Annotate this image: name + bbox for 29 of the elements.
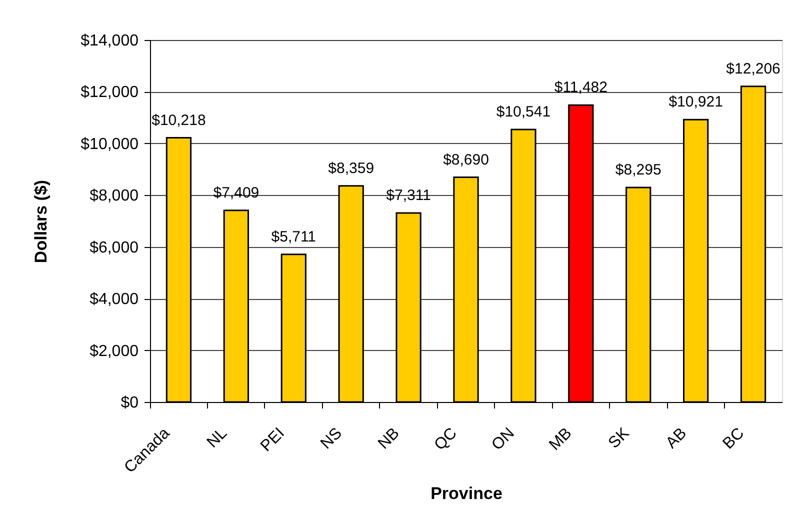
- y-tick-label: $6,000: [90, 239, 139, 256]
- data-label: $5,711: [271, 228, 316, 246]
- data-label: $12,206: [726, 60, 780, 78]
- data-label: $8,690: [443, 151, 489, 168]
- data-label: $11,482: [554, 79, 608, 96]
- x-tick-label: BC: [720, 424, 748, 453]
- y-tick-label: $2,000: [90, 342, 139, 360]
- y-tick-label: $10,000: [80, 136, 139, 153]
- y-tick-label: $4,000: [90, 291, 139, 308]
- y-tick-label: $0: [120, 394, 139, 412]
- data-label: $10,921: [668, 94, 723, 111]
- x-tick-label: SK: [606, 424, 633, 452]
- y-tick-label: $12,000: [80, 84, 139, 102]
- x-axis-title: Province: [430, 484, 502, 503]
- x-tick-label: QC: [431, 424, 460, 454]
- x-tick-label: MB: [546, 424, 576, 454]
- y-tick-label: $8,000: [90, 188, 139, 205]
- y-axis-title: Dollars ($): [32, 180, 51, 264]
- y-tick-label: $14,000: [80, 32, 139, 50]
- x-tick-label: AB: [663, 424, 690, 452]
- x-tick-label: PEI: [258, 424, 288, 456]
- x-tick-label: NL: [204, 424, 231, 452]
- data-label: $10,218: [152, 112, 206, 129]
- data-label: $8,359: [328, 160, 374, 177]
- data-label: $8,295: [615, 162, 662, 179]
- x-tick-label: NS: [318, 424, 346, 453]
- x-tick-label: ON: [488, 424, 518, 454]
- data-label: $10,541: [496, 103, 551, 120]
- x-tick-label: NB: [375, 424, 403, 453]
